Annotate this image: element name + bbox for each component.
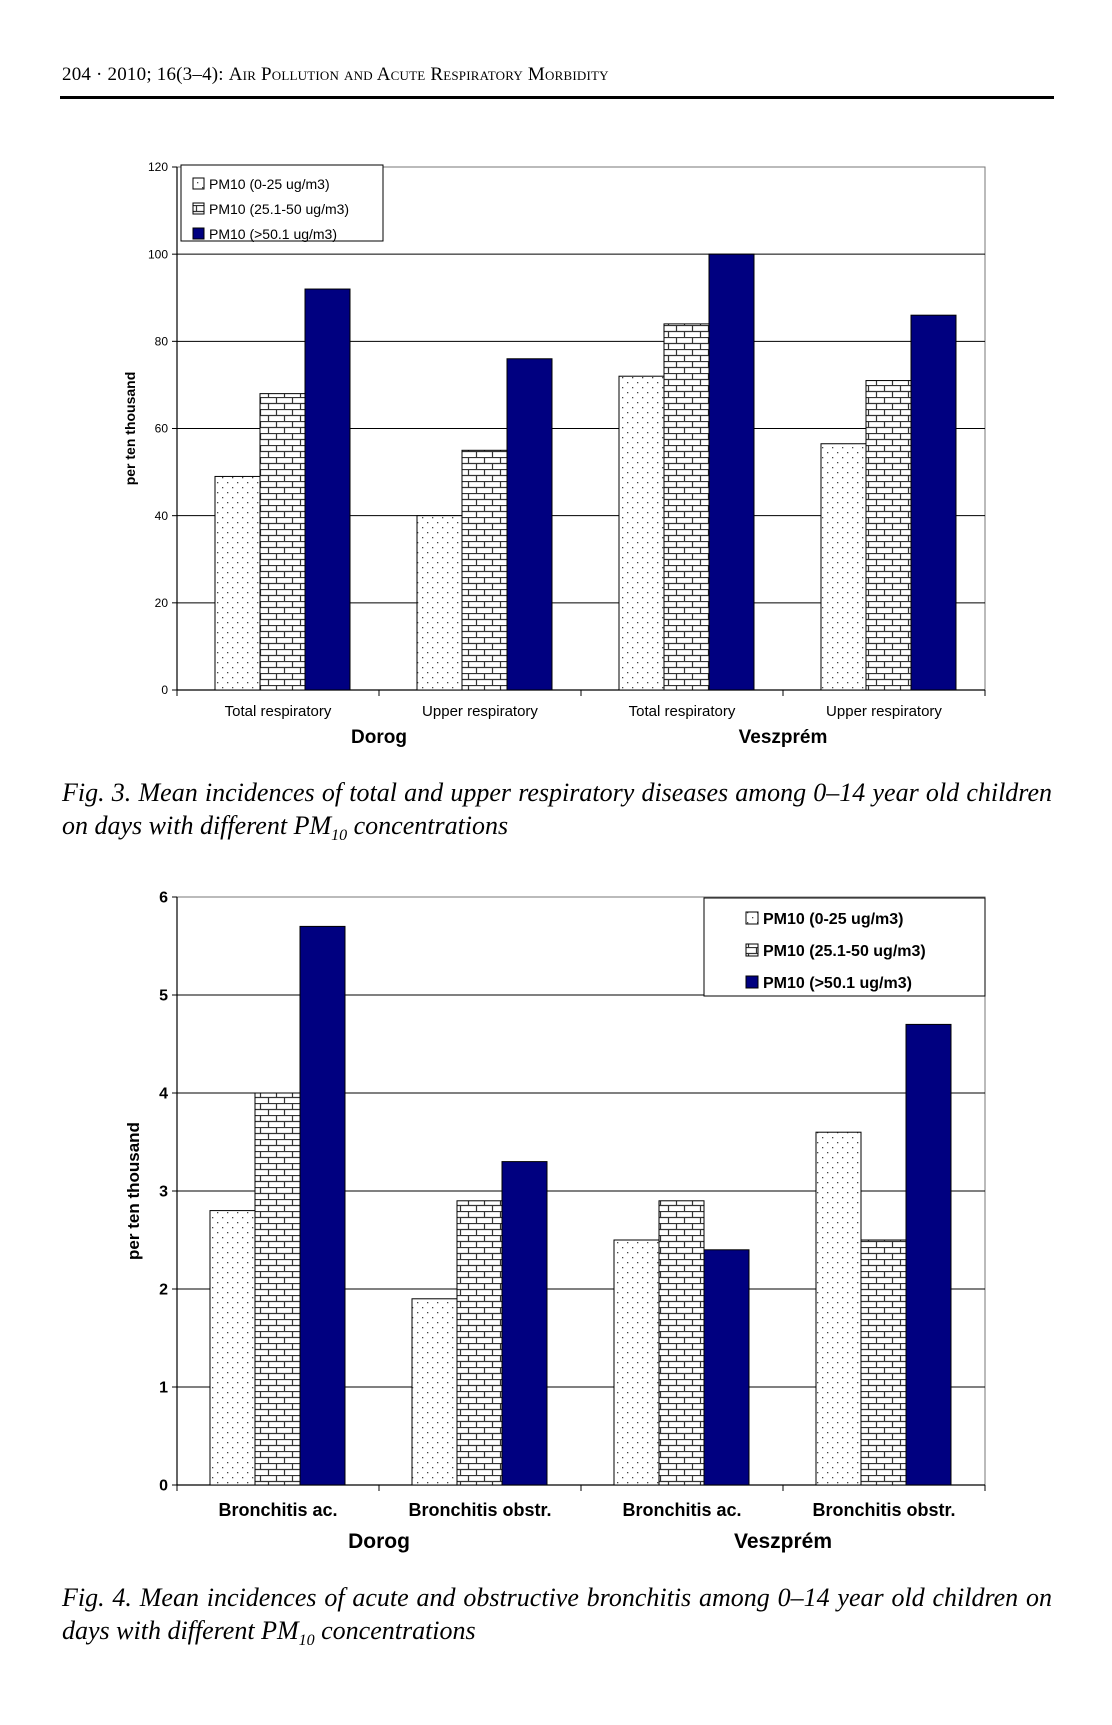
legend-swatch <box>192 227 205 240</box>
running-head-prefix: 204 · 2010; 16(3–4): <box>62 64 229 85</box>
bar <box>703 1249 750 1486</box>
bar <box>506 358 553 691</box>
bar <box>663 323 710 691</box>
y-tick-label: 40 <box>155 509 169 523</box>
y-tick-label: 2 <box>159 1282 168 1299</box>
legend-label: PM10 (>50.1 ug/m3) <box>763 975 912 992</box>
legend-label: PM10 (25.1-50 ug/m3) <box>763 943 926 960</box>
group-label: Veszprém <box>734 1530 832 1553</box>
group-label: Veszprém <box>739 727 828 748</box>
running-head: 204 · 2010; 16(3–4): Air Pollution and A… <box>62 64 609 86</box>
bar <box>708 253 755 691</box>
legend-box <box>180 164 384 242</box>
y-tick-label: 120 <box>148 160 168 174</box>
legend-swatch <box>745 911 759 925</box>
bar <box>416 515 463 691</box>
figure-4-caption-subscript: 10 <box>298 1632 315 1650</box>
bar <box>461 449 508 691</box>
y-axis-label: per ten thousand <box>124 1122 143 1260</box>
bar <box>411 1298 458 1486</box>
figure-3-caption: Fig. 3. Mean incidences of total and upp… <box>62 776 1052 852</box>
y-tick-label: 1 <box>159 1380 168 1397</box>
bar <box>209 1210 256 1486</box>
y-tick-label: 100 <box>148 247 168 261</box>
figure-3-caption-end: concentrations <box>347 811 509 840</box>
x-tick-label: Total respiratory <box>225 703 332 720</box>
figure-4-caption-text: Fig. 4. Mean incidences of acute and obs… <box>62 1583 1052 1645</box>
y-tick-label: 20 <box>155 596 169 610</box>
x-tick-label: Bronchitis obstr. <box>408 1500 551 1520</box>
figure-3-caption-text: Fig. 3. Mean incidences of total and upp… <box>62 778 1052 840</box>
legend-swatch <box>192 202 205 215</box>
x-tick-label: Upper respiratory <box>826 703 942 720</box>
bar <box>905 1023 952 1486</box>
bar <box>865 380 912 691</box>
y-tick-label: 5 <box>159 988 168 1005</box>
figure-3-caption-subscript: 10 <box>331 827 348 845</box>
x-tick-label: Total respiratory <box>629 703 736 720</box>
bar <box>299 925 346 1486</box>
bar <box>910 314 957 691</box>
y-tick-label: 60 <box>155 422 169 436</box>
y-tick-label: 4 <box>159 1086 168 1103</box>
figure-4-caption: Fig. 4. Mean incidences of acute and obs… <box>62 1581 1052 1657</box>
bar <box>613 1239 660 1486</box>
figure-4-chart: 0 1 2 3 4 5 6 per ten thousand Bronchitis ac. Bro… <box>124 890 986 1553</box>
legend-label: PM10 (0-25 ug/m3) <box>763 911 903 928</box>
legend-swatch <box>745 975 759 989</box>
bar <box>259 393 306 691</box>
y-tick-label: 3 <box>159 1184 168 1201</box>
y-axis-label: per ten thousand <box>122 372 138 486</box>
legend-label: PM10 (25.1-50 ug/m3) <box>209 201 349 217</box>
legend-swatch <box>745 943 759 957</box>
bar <box>820 443 867 691</box>
bar <box>214 475 261 691</box>
y-tick-label: 0 <box>161 683 168 697</box>
x-tick-label: Bronchitis obstr. <box>812 1500 955 1520</box>
x-tick-label: Bronchitis ac. <box>622 1500 741 1520</box>
y-tick-label: 0 <box>159 1478 168 1495</box>
legend-swatch <box>192 177 205 190</box>
y-tick-label: 6 <box>159 890 168 907</box>
bar <box>860 1239 907 1486</box>
bar <box>501 1161 548 1486</box>
bar <box>658 1200 705 1486</box>
bar <box>304 288 351 691</box>
legend-label: PM10 (>50.1 ug/m3) <box>209 226 337 242</box>
figure-4-caption-end: concentrations <box>314 1616 476 1645</box>
figure-3-chart: 0 20 40 60 80 100 120 per ten thousand Total res… <box>122 160 986 748</box>
header-rule <box>60 96 1054 99</box>
bar <box>618 375 665 691</box>
group-label: Dorog <box>348 1530 410 1553</box>
group-label: Dorog <box>351 727 407 748</box>
bar <box>456 1200 503 1486</box>
x-tick-label: Bronchitis ac. <box>218 1500 337 1520</box>
x-tick-label: Upper respiratory <box>422 703 538 720</box>
running-head-title: Air Pollution and Acute Respiratory Morb… <box>228 64 609 85</box>
y-tick-label: 80 <box>155 335 169 349</box>
legend-label: PM10 (0-25 ug/m3) <box>209 176 330 192</box>
bar <box>254 1092 301 1486</box>
bar <box>815 1131 862 1486</box>
